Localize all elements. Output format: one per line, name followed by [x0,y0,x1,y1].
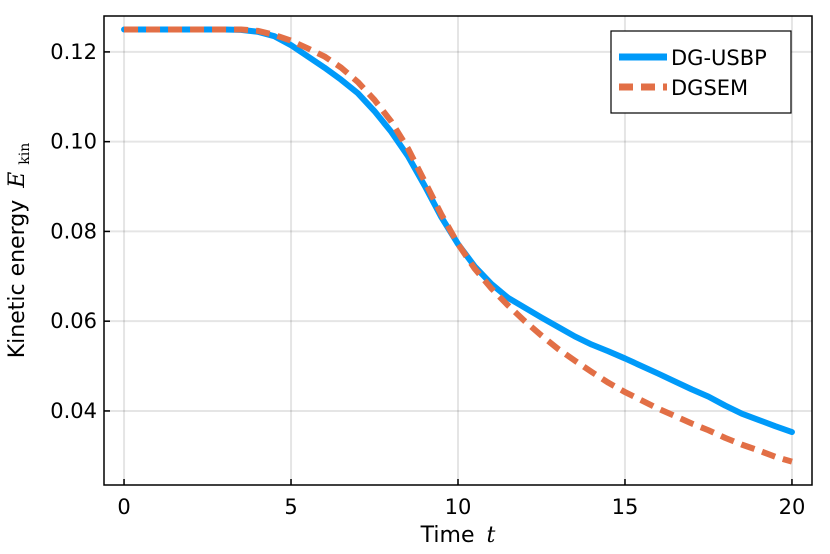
x-axis-label-text: Time [420,523,475,548]
y-axis-label-subscript: kin [17,143,33,165]
y-axis-label-variable: E [5,172,30,189]
y-tick-label: 0.10 [50,130,97,154]
x-tick-label: 5 [284,495,297,519]
series-line-dgsem [124,26,793,465]
legend: DG-USBP DGSEM [610,30,792,114]
series-lines [121,26,795,465]
y-tick-label: 0.04 [50,399,97,423]
axis-ticks: 0 5 10 15 20 0.04 0.06 0.08 0.10 0.12 [50,40,805,519]
y-axis-label: Kinetic energy E kin [5,143,33,359]
x-tick-label: 15 [612,495,639,519]
y-tick-label: 0.08 [50,219,97,243]
x-tick-label: 10 [445,495,472,519]
y-tick-label: 0.06 [50,309,97,333]
y-axis-label-text: Kinetic energy [5,200,30,359]
legend-label-dg-usbp: DG-USBP [671,46,767,70]
x-axis-label-variable: t [487,523,496,548]
x-tick-label: 20 [779,495,806,519]
x-axis-label: Time t [420,523,496,548]
x-tick-label: 0 [117,495,130,519]
legend-box [610,30,792,114]
legend-label-dgsem: DGSEM [671,76,748,100]
y-tick-label: 0.12 [50,40,97,64]
